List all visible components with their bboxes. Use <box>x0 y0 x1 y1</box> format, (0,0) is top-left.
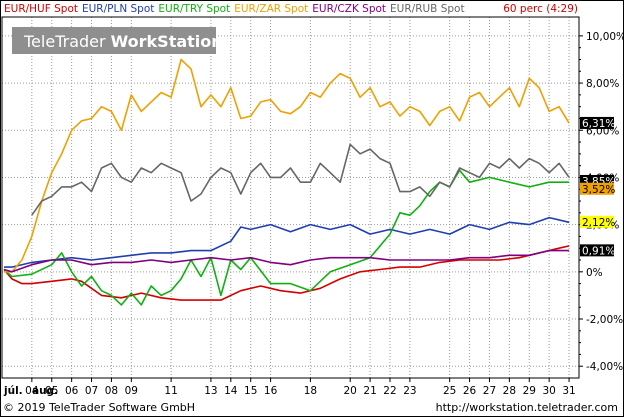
x-month-label: júl. <box>3 385 23 397</box>
y-tick-label: 0% <box>586 267 603 279</box>
x-tick-label: 31 <box>562 385 575 397</box>
x-tick-label: 20 <box>344 385 357 397</box>
copyright-text: © 2019 TeleTrader Software GmbH <box>3 401 196 414</box>
legend-entry[interactable]: EUR/ZAR Spot <box>234 3 308 15</box>
end-label: 2,12% <box>582 217 615 229</box>
x-tick-label: 14 <box>224 385 238 397</box>
end-label: 0,91% <box>582 245 615 257</box>
x-tick-label: 04 <box>25 385 39 397</box>
series-line-3 <box>4 58 570 273</box>
legend-entry[interactable]: EUR/CZK Spot <box>312 3 386 15</box>
x-tick-label: 07 <box>85 385 98 397</box>
x-tick-label: 26 <box>463 385 477 397</box>
series-line-4 <box>3 249 570 273</box>
x-tick-label: 09 <box>125 385 138 397</box>
legend-entry[interactable]: EUR/PLN Spot <box>82 3 154 15</box>
x-tick-label: 30 <box>542 385 555 397</box>
website-link[interactable]: http://workstation.teletrader.com <box>435 401 618 414</box>
x-tick-label: 28 <box>503 385 516 397</box>
brand-logo: TeleTrader WorkStation <box>23 32 223 51</box>
x-tick-label: 23 <box>403 385 416 397</box>
y-tick-label: 10,00% <box>586 31 624 43</box>
legend: EUR/HUF Spot EUR/PLN Spot EUR/TRY Spot EUR/… <box>4 3 465 15</box>
series-line-5 <box>31 143 570 216</box>
legend-entry[interactable]: EUR/RUB Spot <box>390 3 465 15</box>
series-lines <box>3 58 570 306</box>
x-month-label: aug. <box>32 385 58 397</box>
x-tick-label: 06 <box>65 385 79 397</box>
x-tick-label: 22 <box>383 385 396 397</box>
end-label: 6,31% <box>582 118 615 130</box>
plot-area <box>2 17 579 378</box>
x-tick-label: 18 <box>304 385 317 397</box>
gridlines <box>2 17 579 378</box>
x-tick-label: 27 <box>483 385 496 397</box>
end-label: 3,52% <box>582 184 615 196</box>
x-axis: 04 05 06 07 08 09 11 13 14 15 16 18 20 21 22 23 25 26 27 28… <box>3 378 576 397</box>
series-line-1 <box>4 216 570 268</box>
y-tick-label: -2,00% <box>586 314 623 326</box>
x-tick-label: 13 <box>204 385 217 397</box>
x-tick-label: 15 <box>244 385 257 397</box>
y-tick-label: 8,00% <box>586 78 619 90</box>
end-label-box <box>580 215 614 228</box>
legend-entry[interactable]: EUR/TRY Spot <box>158 3 230 15</box>
x-tick-label: 21 <box>363 385 376 397</box>
x-tick-label: 05 <box>45 385 58 397</box>
end-label-box <box>580 182 614 195</box>
legend-entry[interactable]: EUR/HUF Spot <box>4 3 78 15</box>
end-label-box <box>580 244 614 257</box>
x-tick-label: 08 <box>105 385 118 397</box>
x-tick-label: 11 <box>164 385 177 397</box>
brand-box <box>12 27 216 54</box>
x-tick-label: 29 <box>523 385 536 397</box>
x-tick-label: 16 <box>264 385 278 397</box>
series-line-0 <box>3 245 570 301</box>
end-labels: 6,31%3,85%3,52%2,12%0,91% <box>580 116 615 257</box>
x-tick-label: 25 <box>443 385 456 397</box>
end-label-box <box>580 116 614 129</box>
y-tick-label: -4,00% <box>586 361 623 373</box>
plot-border <box>1 16 580 379</box>
legend-interval: 60 perc (4:29) <box>503 3 578 15</box>
